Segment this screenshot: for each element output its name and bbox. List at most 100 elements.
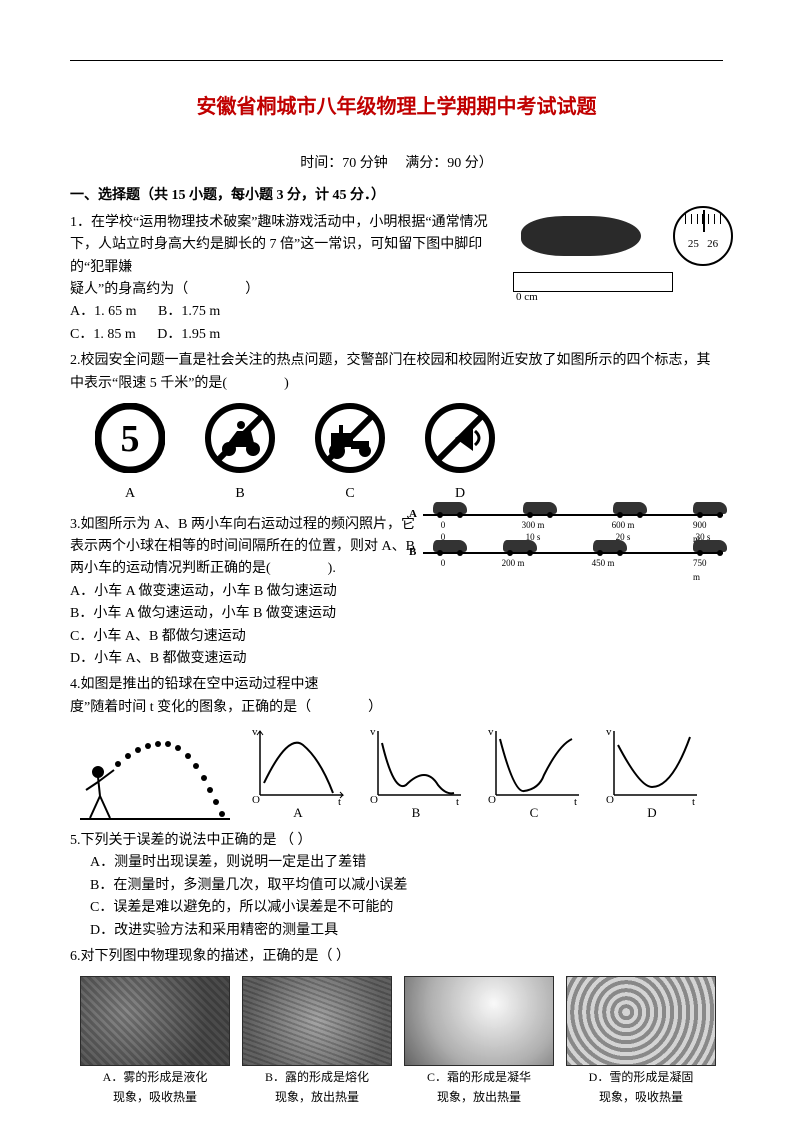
graph-B: vtO: [366, 725, 466, 805]
svg-text:t: t: [692, 796, 695, 805]
svg-text:t: t: [574, 796, 577, 805]
q2-tail: ): [284, 376, 289, 391]
question-5: 5.下列关于误差的说法中正确的是 （ ） A．测量时出现误差，则说明一定是出了差…: [70, 830, 723, 942]
graph-B-wrap: vtO B: [366, 725, 466, 824]
q1-text-c: ）: [245, 282, 259, 297]
graph-D-wrap: vtO D: [602, 725, 702, 824]
question-6: 6.对下列图中物理现象的描述，正确的是（ ） A．雾的形成是液化 现象，吸收热量…: [70, 946, 723, 1106]
q3-tail: ).: [328, 561, 336, 576]
carA-4: [693, 502, 727, 514]
q1-optA: A．1. 65 m: [70, 304, 137, 319]
track-A-label: A: [409, 506, 417, 524]
photo-B-img: [242, 976, 392, 1066]
graph-A-label: A: [248, 803, 348, 824]
question-1: 25 26 0 cm 1．在学校“运用物理技术破案”趣味游戏活动中，小明根据“通…: [70, 212, 723, 346]
q5-optC: C．误差是难以避免的，所以减小误差是不可能的: [90, 897, 723, 919]
question-2: 2.校园安全问题一直是社会关注的热点问题，交警部门在校园和校园附近安放了如图所示…: [70, 350, 723, 506]
q3-optC: C．小车 A、B 都做匀速运动: [70, 626, 723, 648]
q5-optD: D．改进实验方法和采用精密的测量工具: [90, 920, 723, 942]
q2-signs: 5 A B: [90, 403, 723, 506]
question-4: 4.如图是推出的铅球在空中运动过程中速 度”随着时间 t 变化的图象，正确的是（…: [70, 674, 723, 824]
photo-B-cap2: 现象，放出热量: [242, 1090, 392, 1106]
photo-D-cap2: 现象，吸收热量: [566, 1090, 716, 1106]
svg-text:t: t: [456, 796, 459, 805]
photo-A: A．雾的形成是液化 现象，吸收热量: [80, 976, 230, 1105]
carB-3: [593, 540, 627, 552]
sign-C-svg: [315, 403, 385, 473]
svg-text:O: O: [252, 794, 260, 805]
graph-B-label: B: [366, 803, 466, 824]
graph-A-wrap: v t O A: [248, 725, 348, 824]
time-label: 时间：70 分钟: [300, 156, 388, 171]
q3-figure: A 0 300 m 600 m 900 m 0 10 s 20 s 30 s B: [423, 514, 723, 590]
q5-optB: B．在测量时，多测量几次，取平均值可以减小误差: [90, 875, 723, 897]
q5-text: 5.下列关于误差的说法中正确的是 （ ）: [70, 833, 312, 848]
sign-D: D: [420, 403, 500, 506]
graph-C-wrap: v t O C: [484, 725, 584, 824]
svg-text:O: O: [488, 794, 496, 805]
carB-2: [503, 540, 537, 552]
q1-text-a: 1．在学校“运用物理技术破案”趣味游戏活动中，小明根据“通常情况下，人站立时身高…: [70, 215, 488, 275]
photo-B-cap1: B．露的形成是熔化: [242, 1070, 392, 1086]
q5-options: A．测量时出现误差，则说明一定是出了差错 B．在测量时，多测量几次，取平均值可以…: [70, 852, 723, 942]
q1-figure: 25 26 0 cm: [513, 212, 723, 292]
graph-D: vtO: [602, 725, 702, 805]
tB1: 200 m: [502, 556, 525, 570]
q4-text-a: 4.如图是推出的铅球在空中运动过程中速: [70, 677, 319, 692]
sign-C-label: C: [310, 483, 390, 505]
photo-D-cap1: D．雪的形成是凝固: [566, 1070, 716, 1086]
sign-A-label: A: [90, 483, 170, 505]
svg-text:v: v: [488, 726, 494, 738]
q6-text: 6.对下列图中物理现象的描述，正确的是（ ）: [70, 949, 350, 964]
q5-optA: A．测量时出现误差，则说明一定是出了差错: [90, 852, 723, 874]
svg-text:t: t: [338, 796, 341, 805]
q4-figures: v t O A vtO B: [80, 725, 723, 824]
meta-line: 时间：70 分钟 满分：90 分）: [70, 153, 723, 175]
sign-C: C: [310, 403, 390, 506]
ruler: 0 cm: [513, 272, 673, 292]
photo-A-img: [80, 976, 230, 1066]
mag-num-left: 25: [688, 238, 699, 250]
mag-num-right: 26: [707, 238, 718, 250]
track-B: B 0 200 m 450 m 750 m: [423, 552, 723, 586]
ruler-zero: 0 cm: [516, 289, 538, 307]
svg-text:5: 5: [121, 418, 140, 460]
svg-text:v: v: [606, 726, 612, 738]
q3-optB: B．小车 A 做匀速运动，小车 B 做变速运动: [70, 603, 723, 625]
tB3: 750 m: [693, 556, 713, 585]
sign-B-svg: [205, 403, 275, 473]
graph-C-label: C: [484, 803, 584, 824]
q1-options-row2: C．1. 85 m D．1.95 m: [70, 324, 723, 346]
photo-C-cap2: 现象，放出热量: [404, 1090, 554, 1106]
tB2: 450 m: [592, 556, 615, 570]
photo-C: C．霜的形成是凝华 现象，放出热量: [404, 976, 554, 1105]
track-B-label: B: [409, 544, 416, 562]
sign-D-svg: [425, 403, 495, 473]
q3-text: 3.如图所示为 A、B 两小车向右运动过程的频闪照片，它表示两个小球在相等的时间…: [70, 517, 415, 577]
graph-C: v t O: [484, 725, 584, 805]
exam-title: 安徽省桐城市八年级物理上学期期中考试试题: [70, 91, 723, 123]
carA-2: [523, 502, 557, 514]
carA-3: [613, 502, 647, 514]
sign-B-label: B: [200, 483, 280, 505]
q1-optC: C．1. 85 m: [70, 327, 136, 342]
photo-B: B．露的形成是熔化 现象，放出热量: [242, 976, 392, 1105]
top-rule: [70, 60, 723, 61]
photo-D: D．雪的形成是凝固 现象，吸收热量: [566, 976, 716, 1105]
q1-optD: D．1.95 m: [157, 327, 220, 342]
photo-A-cap2: 现象，吸收热量: [80, 1090, 230, 1106]
graph-D-label: D: [602, 803, 702, 824]
photo-A-cap1: A．雾的形成是液化: [80, 1070, 230, 1086]
sign-B: B: [200, 403, 280, 506]
tB0: 0: [441, 556, 446, 570]
thrower-figure: [80, 734, 230, 824]
q4-text-b: 度”随着时间 t 变化的图象，正确的是（: [70, 700, 311, 715]
graph-A: v t O: [248, 725, 348, 805]
track-A: A 0 300 m 600 m 900 m 0 10 s 20 s 30 s: [423, 514, 723, 548]
q6-photos: A．雾的形成是液化 现象，吸收热量 B．露的形成是熔化 现象，放出热量 C．霜的…: [80, 976, 723, 1105]
q4-tail: ）: [368, 700, 382, 715]
section-1-heading: 一、选择题（共 15 小题，每小题 3 分，计 45 分．）: [70, 185, 723, 207]
axis-v: v: [252, 726, 258, 738]
photo-C-cap1: C．霜的形成是凝华: [404, 1070, 554, 1086]
photo-D-img: [566, 976, 716, 1066]
